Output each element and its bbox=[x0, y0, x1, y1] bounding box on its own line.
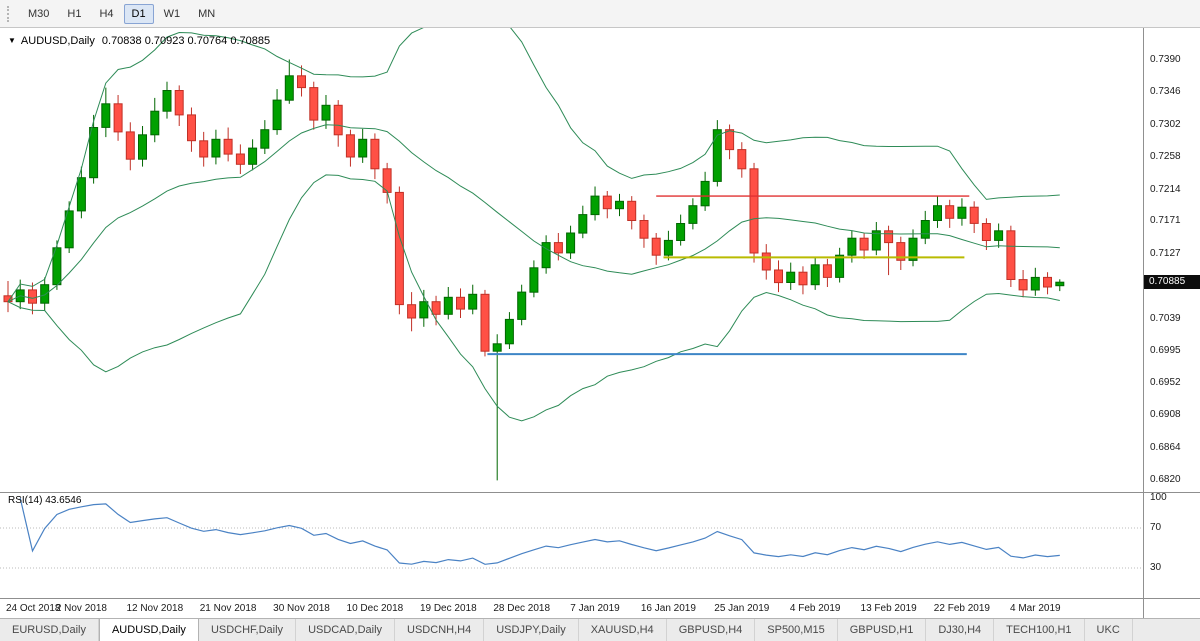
date-label: 13 Feb 2019 bbox=[860, 603, 917, 614]
timeframe-toolbar: M30 H1 H4 D1 W1 MN bbox=[0, 0, 1200, 28]
candles[interactable] bbox=[3, 59, 1065, 481]
bollinger-middle-band bbox=[7, 124, 1060, 303]
date-label: 28 Dec 2018 bbox=[493, 603, 551, 614]
date-label: 4 Feb 2019 bbox=[789, 603, 841, 614]
date-label: 25 Jan 2019 bbox=[714, 603, 770, 614]
date-label: 2 Nov 2018 bbox=[55, 603, 107, 614]
axis-separator bbox=[0, 598, 1200, 599]
bollinger-upper-band bbox=[7, 28, 1060, 302]
chart-title: ▼ AUDUSD,Daily 0.70838 0.70923 0.70764 0.7… bbox=[8, 35, 270, 47]
date-label: 10 Dec 2018 bbox=[346, 603, 404, 614]
date-label: 16 Jan 2019 bbox=[640, 603, 696, 614]
time-axis[interactable]: 24 Oct 2018 2 Nov 2018 12 Nov 2018 21 Nov 2… bbox=[0, 599, 1143, 618]
price-axis-label: 0.6820 bbox=[1150, 474, 1181, 486]
tab-tech100-h1[interactable]: TECH100,H1 bbox=[994, 619, 1085, 641]
ohlc-values: 0.70838 0.70923 0.70764 0.70885 bbox=[101, 35, 271, 47]
timeframe-button-mn[interactable]: MN bbox=[198, 7, 216, 20]
rsi-axis-label: 100 bbox=[1150, 492, 1167, 503]
price-axis-label: 0.7127 bbox=[1150, 247, 1181, 259]
price-axis-label: 0.7171 bbox=[1150, 215, 1181, 227]
bollinger-lower-band bbox=[7, 174, 1060, 422]
tab-gbpusd-h4[interactable]: GBPUSD,H4 bbox=[667, 619, 756, 641]
timeframe-button-h1[interactable]: H1 bbox=[67, 7, 82, 20]
chart-region: ▼ AUDUSD,Daily 0.70838 0.70923 0.70764 0.7… bbox=[0, 28, 1200, 618]
date-label: 21 Nov 2018 bbox=[199, 603, 257, 614]
tab-audusd-daily[interactable]: AUDUSD,Daily bbox=[98, 619, 199, 641]
price-axis-label: 0.7346 bbox=[1150, 86, 1181, 97]
current-price-badge: 0.70885 bbox=[1144, 275, 1200, 290]
price-axis-label: 0.6995 bbox=[1150, 345, 1181, 357]
tab-gbpusd-h1[interactable]: GBPUSD,H1 bbox=[838, 619, 927, 641]
date-label: 7 Jan 2019 bbox=[570, 603, 620, 614]
tab-usdjpy-daily[interactable]: USDJPY,Daily bbox=[484, 619, 579, 641]
tab-sp500-m15[interactable]: SP500,M15 bbox=[755, 619, 838, 641]
tab-xauusd-h4[interactable]: XAUUSD,H4 bbox=[579, 619, 667, 641]
price-axis[interactable]: 0.70885 0.7390 0.7346 0.7302 0.7258 0.7214 0.… bbox=[1143, 28, 1200, 618]
timeframe-button-h4[interactable]: H4 bbox=[99, 7, 114, 20]
price-axis-label: 0.7039 bbox=[1150, 312, 1181, 324]
tab-usdcnh-h4[interactable]: USDCNH,H4 bbox=[395, 619, 485, 641]
symbol-tab-bar: EURUSD,Daily AUDUSD,Daily USDCHF,Daily USDC… bbox=[0, 618, 1200, 641]
timeframe-button-m30[interactable]: M30 bbox=[28, 7, 50, 20]
date-label: 24 Oct 2018 bbox=[6, 603, 61, 614]
rsi-line bbox=[19, 497, 1060, 565]
symbol-marker-icon: ▼ bbox=[8, 36, 16, 45]
tab-dj30-h4[interactable]: DJ30,H4 bbox=[926, 619, 995, 641]
tab-usdchf-daily[interactable]: USDCHF,Daily bbox=[199, 619, 297, 641]
date-label: 22 Feb 2019 bbox=[933, 603, 990, 614]
price-axis-label: 0.7214 bbox=[1150, 183, 1181, 195]
price-axis-label: 0.6952 bbox=[1150, 376, 1181, 388]
price-axis-label: 0.7258 bbox=[1150, 151, 1181, 162]
date-label: 4 Mar 2019 bbox=[1010, 603, 1061, 614]
pane-separator[interactable] bbox=[0, 492, 1200, 493]
date-label: 19 Dec 2018 bbox=[419, 603, 477, 614]
price-axis-label: 0.6864 bbox=[1150, 441, 1181, 453]
price-axis-label: 0.7390 bbox=[1150, 53, 1181, 65]
toolbar-grip-icon[interactable] bbox=[7, 5, 12, 22]
tab-ukc[interactable]: UKC bbox=[1085, 619, 1133, 641]
symbol-label: AUDUSD,Daily bbox=[20, 35, 95, 47]
rsi-axis-label: 70 bbox=[1150, 522, 1162, 533]
timeframe-button-d1[interactable]: D1 bbox=[123, 3, 154, 24]
price-axis-label: 0.6908 bbox=[1150, 409, 1181, 421]
tab-eurusd-daily[interactable]: EURUSD,Daily bbox=[0, 619, 99, 641]
tab-usdcad-daily[interactable]: USDCAD,Daily bbox=[296, 619, 396, 641]
date-label: 30 Nov 2018 bbox=[273, 603, 330, 614]
price-axis-label: 0.7302 bbox=[1150, 118, 1181, 130]
rsi-indicator-label: RSI(14) 43.6546 bbox=[8, 495, 82, 506]
date-label: 12 Nov 2018 bbox=[126, 603, 184, 614]
price-chart-canvas[interactable] bbox=[0, 28, 1143, 618]
rsi-axis-label: 30 bbox=[1150, 562, 1162, 573]
timeframe-button-w1[interactable]: W1 bbox=[163, 7, 181, 20]
